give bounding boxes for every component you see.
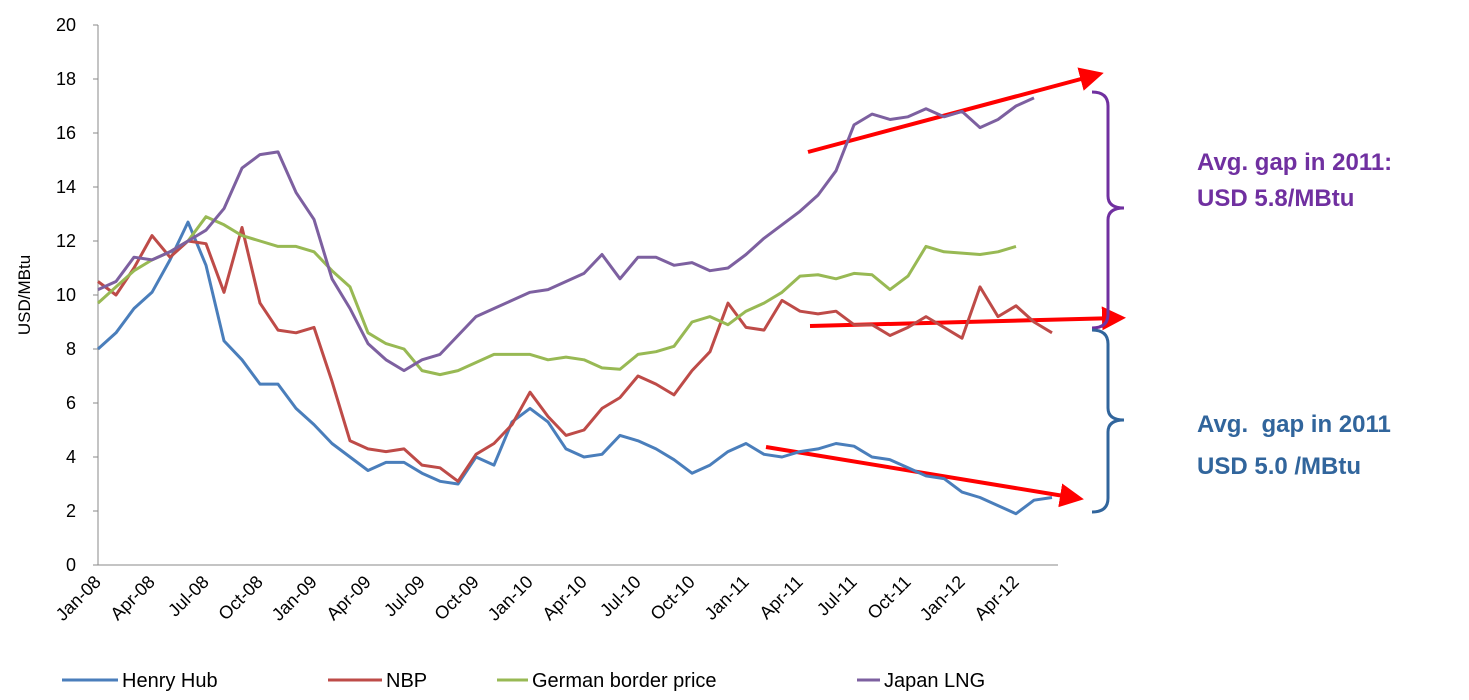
brace xyxy=(1091,328,1125,514)
series-line xyxy=(96,220,1053,516)
y-tick-label: 6 xyxy=(66,393,76,413)
legend-label: Japan LNG xyxy=(884,670,985,692)
x-tick-label: Apr-12 xyxy=(970,572,1022,624)
y-tick-label: 14 xyxy=(56,177,76,197)
x-tick-label: Apr-10 xyxy=(538,572,590,624)
y-tick-label: 20 xyxy=(56,15,76,35)
series-line xyxy=(97,96,1035,373)
series-line xyxy=(96,215,1017,377)
legend-label: Henry Hub xyxy=(122,670,218,692)
x-tick-label: Jan-09 xyxy=(268,572,321,625)
y-tick-label: 4 xyxy=(66,447,76,467)
x-tick-label: Jul-08 xyxy=(164,572,213,621)
annotation: Avg. gap in 2011: xyxy=(1197,149,1392,176)
annotation: Avg. gap in 2011 xyxy=(1197,411,1391,438)
x-tick-label: Apr-09 xyxy=(322,572,374,624)
x-tick-label: Oct-08 xyxy=(214,572,266,624)
x-tick-label: Oct-11 xyxy=(863,572,914,623)
x-tick-label: Jul-10 xyxy=(596,572,645,621)
y-axis-label: USD/MBtu xyxy=(15,255,34,335)
annotation: USD 5.8/MBtu xyxy=(1197,185,1354,212)
x-tick-label: Apr-11 xyxy=(755,572,806,623)
legend-label: German border price xyxy=(532,670,717,692)
x-tick-label: Jan-10 xyxy=(484,572,537,625)
x-tick-label: Oct-10 xyxy=(646,572,698,624)
y-tick-label: 18 xyxy=(56,69,76,89)
x-tick-label: Jan-12 xyxy=(916,572,969,625)
y-tick-label: 2 xyxy=(66,501,76,521)
x-tick-label: Oct-09 xyxy=(430,572,482,624)
legend-label: NBP xyxy=(386,670,427,692)
y-tick-label: 0 xyxy=(66,555,76,575)
x-tick-label: Jul-11 xyxy=(813,572,861,620)
x-tick-label: Jan-11 xyxy=(701,572,753,624)
y-tick-label: 16 xyxy=(56,123,76,143)
x-tick-label: Jul-09 xyxy=(380,572,429,621)
y-tick-label: 8 xyxy=(66,339,76,359)
brace xyxy=(1091,90,1125,330)
annotation: USD 5.0 /MBtu xyxy=(1197,453,1361,480)
x-tick-label: Jan-08 xyxy=(52,572,105,625)
x-tick-label: Apr-08 xyxy=(106,572,158,624)
y-tick-label: 12 xyxy=(56,231,76,251)
series-line xyxy=(97,226,1053,483)
y-tick-label: 10 xyxy=(56,285,76,305)
